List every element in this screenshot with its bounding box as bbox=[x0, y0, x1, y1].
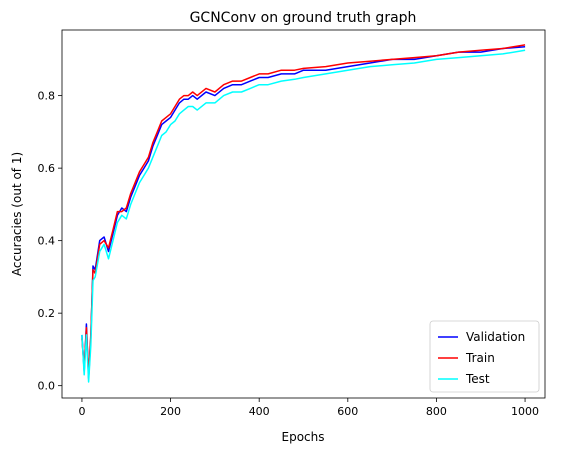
plot-frame bbox=[61, 29, 546, 399]
x-tick-label: 1000 bbox=[511, 405, 539, 418]
y-tick-label: 0.0 bbox=[38, 380, 56, 393]
y-axis-ticks: 0.0 0.2 0.4 0.6 0.8 bbox=[38, 90, 62, 393]
y-tick-label: 0.6 bbox=[38, 162, 56, 175]
y-tick-label: 0.4 bbox=[38, 235, 56, 248]
y-axis-label: Accuracies (out of 1) bbox=[10, 152, 24, 276]
x-axis-ticks: 0 200 400 600 800 1000 bbox=[78, 398, 539, 418]
legend-box bbox=[429, 320, 540, 393]
series-line-test bbox=[81, 49, 526, 383]
series-layer bbox=[81, 44, 526, 383]
legend-label-train: Train bbox=[465, 351, 495, 365]
y-tick-label: 0.8 bbox=[38, 90, 56, 103]
series-line-train bbox=[81, 44, 526, 376]
legend-label-test: Test bbox=[465, 372, 490, 386]
x-axis-label: Epochs bbox=[282, 430, 325, 444]
y-tick-label: 0.2 bbox=[38, 307, 56, 320]
x-tick-label: 800 bbox=[426, 405, 447, 418]
legend: Validation Train Test bbox=[429, 320, 540, 393]
x-tick-label: 600 bbox=[337, 405, 358, 418]
chart-title: GCNConv on ground truth graph bbox=[190, 10, 417, 26]
legend-label-validation: Validation bbox=[466, 330, 525, 344]
x-tick-label: 0 bbox=[78, 405, 85, 418]
x-tick-label: 400 bbox=[249, 405, 270, 418]
x-tick-label: 200 bbox=[160, 405, 181, 418]
